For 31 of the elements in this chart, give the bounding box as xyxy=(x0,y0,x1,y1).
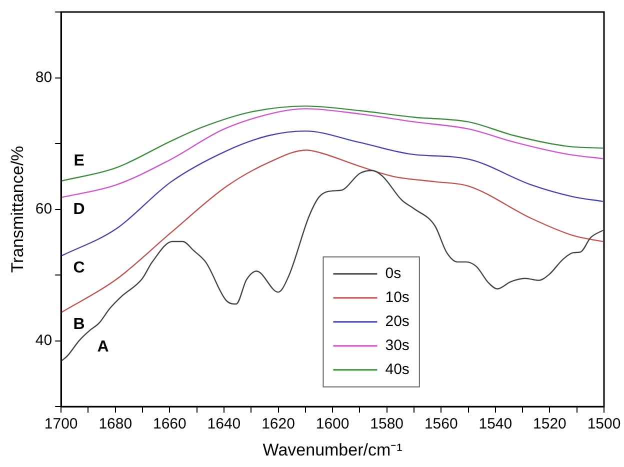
legend-label: 30s xyxy=(385,337,410,354)
y-tick-label: 40 xyxy=(35,332,52,349)
legend-label: 0s xyxy=(385,265,402,282)
y-tick-label: 80 xyxy=(35,68,52,86)
annotation: A xyxy=(97,338,110,356)
annotation: D xyxy=(73,200,85,218)
legend-label: 10s xyxy=(385,289,410,306)
annotation: B xyxy=(73,316,85,333)
annotation: C xyxy=(73,259,86,276)
x-tick-label: 1520 xyxy=(533,416,566,433)
line-series xyxy=(61,130,604,257)
legend-label: 20s xyxy=(385,313,410,330)
legend-label: 40s xyxy=(385,361,410,378)
x-tick-label: 1560 xyxy=(424,416,458,433)
x-tick-label: 1500 xyxy=(587,416,621,433)
line-series xyxy=(61,105,604,182)
x-tick-label: 1660 xyxy=(152,416,186,433)
annotation: E xyxy=(74,152,85,170)
x-tick-label: 1600 xyxy=(316,416,350,433)
x-tick-label: 1580 xyxy=(370,416,404,433)
x-tick-label: 1640 xyxy=(207,416,241,433)
x-tick-label: 1540 xyxy=(478,416,512,433)
x-axis-title: Wavenumber/cm⁻¹ xyxy=(262,440,403,460)
y-axis-title: Transmittance/% xyxy=(8,146,27,273)
line-series xyxy=(61,108,604,198)
y-tick-label: 60 xyxy=(35,200,52,218)
x-tick-label: 1620 xyxy=(262,416,295,433)
x-tick-label: 1680 xyxy=(98,416,132,433)
line-series xyxy=(61,150,604,314)
line-series xyxy=(61,170,604,362)
x-tick-label: 1700 xyxy=(44,416,78,433)
